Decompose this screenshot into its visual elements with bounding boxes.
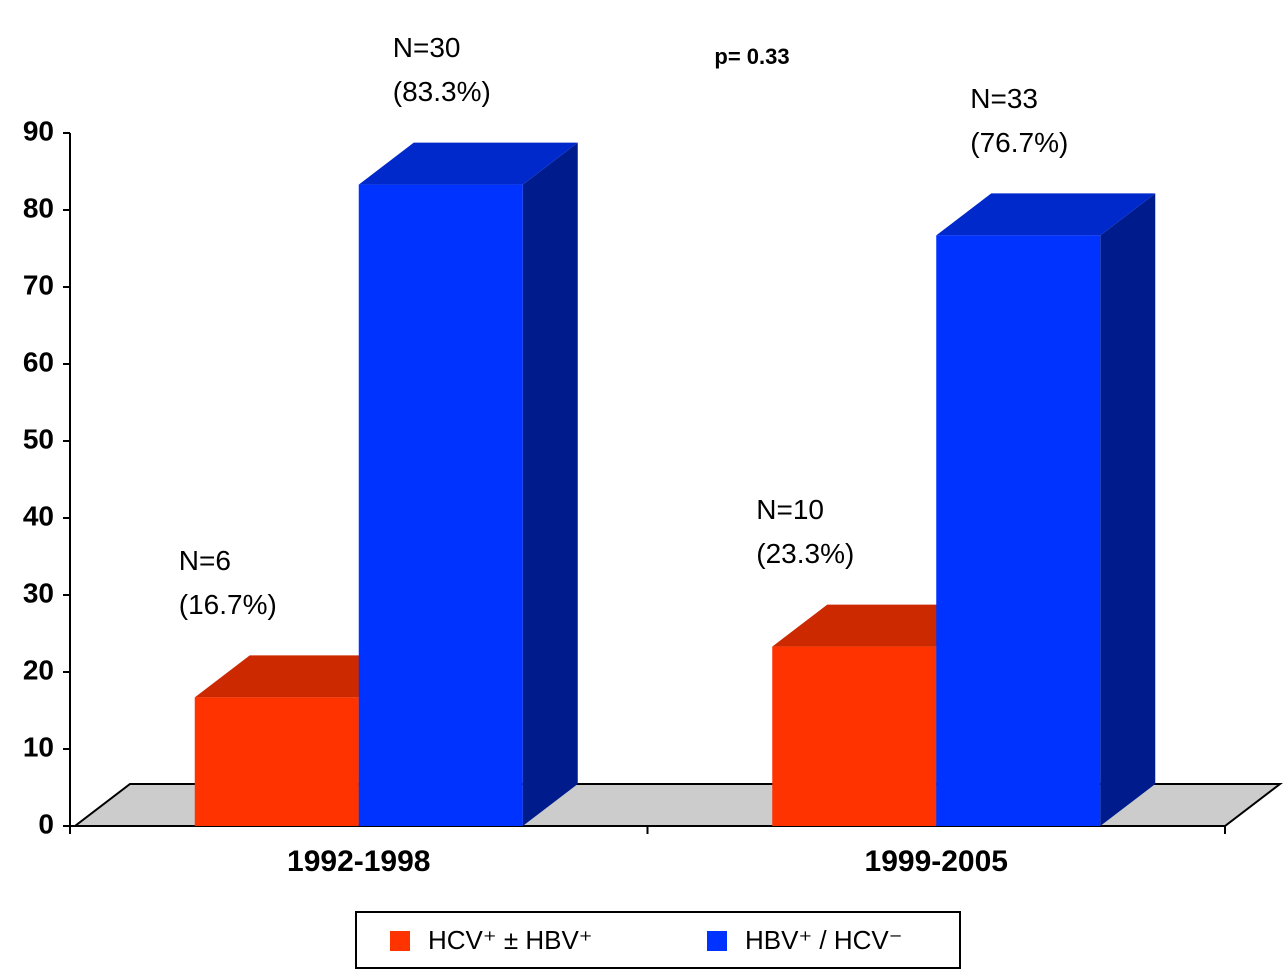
bar-front — [936, 235, 1101, 826]
y-tick-label: 80 — [23, 192, 54, 223]
data-label: (83.3%) — [393, 76, 491, 107]
legend-label: HCV⁺ ± HBV⁺ — [428, 925, 593, 955]
bar-front — [194, 697, 359, 826]
bar — [936, 193, 1156, 826]
data-label: N=30 — [393, 32, 461, 63]
y-tick-label: 70 — [23, 269, 54, 300]
data-label: N=10 — [756, 494, 824, 525]
data-label: (23.3%) — [756, 538, 854, 569]
legend-swatch — [390, 931, 410, 951]
bar-top — [936, 193, 1156, 236]
data-label: N=6 — [179, 545, 231, 576]
x-tick-label: 1999-2005 — [865, 845, 1008, 878]
bar-top — [358, 142, 578, 185]
bar-front — [772, 646, 937, 826]
legend-box — [355, 911, 961, 969]
legend-label: HBV⁺ / HCV⁻ — [745, 925, 902, 955]
bar-side — [522, 142, 578, 827]
y-tick-label: 0 — [38, 808, 54, 839]
data-label: (16.7%) — [179, 589, 277, 620]
y-tick-label: 90 — [23, 115, 54, 146]
data-label: (76.7%) — [970, 127, 1068, 158]
bar-side — [1100, 193, 1156, 826]
y-tick-label: 40 — [23, 500, 54, 531]
bar — [358, 142, 578, 827]
y-tick-label: 30 — [23, 577, 54, 608]
y-tick-label: 20 — [23, 654, 54, 685]
legend-swatch — [707, 931, 727, 951]
annotation: p= 0.33 — [714, 44, 789, 69]
y-tick-label: 50 — [23, 423, 54, 454]
x-tick-label: 1992-1998 — [287, 845, 430, 878]
y-tick-label: 60 — [23, 346, 54, 377]
y-tick-label: 10 — [23, 731, 54, 762]
bar-front — [358, 184, 523, 827]
data-label: N=33 — [970, 83, 1038, 114]
